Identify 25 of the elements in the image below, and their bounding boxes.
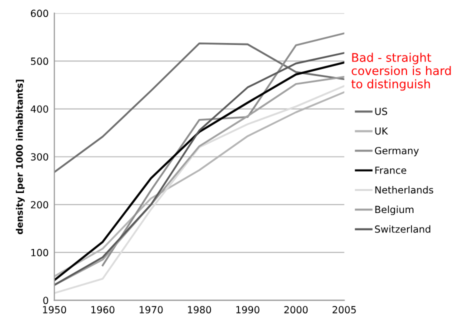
x-tick-label: 2000	[284, 306, 308, 314]
line-series	[54, 42, 344, 173]
line-series	[102, 32, 344, 266]
y-tick-label: 0	[43, 296, 48, 304]
legend-label: Netherlands	[375, 186, 434, 194]
legend-label: Switzerland	[375, 225, 430, 233]
y-tick-label: 100	[31, 248, 48, 256]
legend-label: France	[375, 166, 406, 174]
x-tick-label: 1980	[188, 306, 212, 314]
legend-label: UK	[375, 127, 388, 135]
legend-label: Germany	[374, 146, 419, 156]
y-axis-title: density [per 1000 inhabitants]	[16, 80, 25, 234]
text: Bad - straight coversion is hard to distinguish	[351, 52, 451, 91]
legend-label: Belgium	[375, 206, 414, 216]
x-tick-label: 2005	[332, 306, 356, 314]
y-tick-label: 600	[30, 10, 48, 18]
x-tick-label: 1990	[236, 306, 260, 314]
y-tick-label: 200	[30, 201, 48, 208]
y-tick-label: 400	[30, 105, 48, 113]
legend-label: US	[375, 108, 388, 116]
x-tick-label: 1950	[43, 306, 66, 314]
x-tick-label: 1960	[91, 306, 114, 314]
x-tick-label: 1970	[140, 306, 163, 314]
y-tick-label: 300	[30, 153, 48, 161]
y-tick-label: 500	[31, 58, 48, 65]
